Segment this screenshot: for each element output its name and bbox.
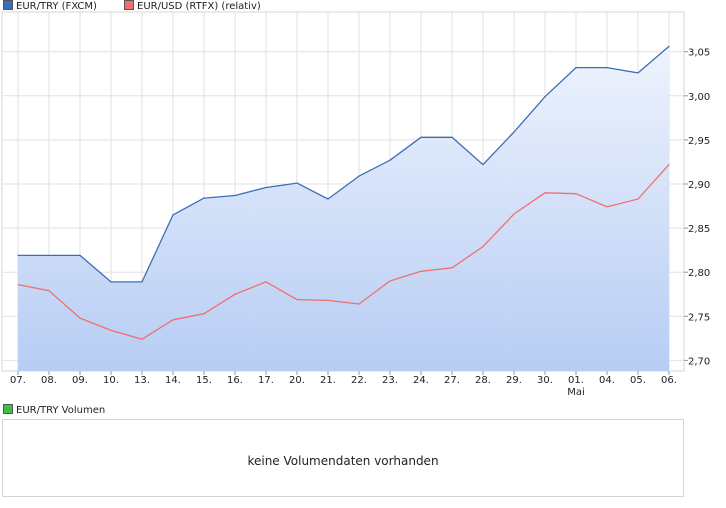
legend-swatch-eur-usd xyxy=(124,0,134,10)
data-point-eur-try xyxy=(17,254,19,257)
x-tick-label: 16. xyxy=(227,375,243,386)
legend-label-eur-usd: EUR/USD (RTFX) (relativ) xyxy=(137,1,261,12)
x-tick-label: 09. xyxy=(72,375,88,386)
x-tick-label: 28. xyxy=(475,375,491,386)
series-lines xyxy=(17,45,670,340)
y-tick-label: 2,90 xyxy=(688,180,710,191)
volume-legend-label: EUR/TRY Volumen xyxy=(16,405,106,416)
x-tick-label: 22. xyxy=(351,375,367,386)
x-tick-label: 20. xyxy=(289,375,305,386)
data-point-eur-try xyxy=(358,175,360,177)
x-tick-label: 05. xyxy=(630,375,646,386)
x-tick-label: 21. xyxy=(320,375,336,386)
data-point-eur-usd xyxy=(668,163,670,166)
data-point-eur-usd xyxy=(203,313,205,315)
area-fill xyxy=(18,46,669,372)
y-tick-label: 2,95 xyxy=(688,136,710,147)
data-point-eur-usd xyxy=(48,290,50,292)
legend-swatch-volume xyxy=(3,404,13,414)
x-tick-label: 17. xyxy=(258,375,274,386)
data-point-eur-try xyxy=(203,197,205,199)
data-point-eur-try xyxy=(637,72,639,74)
data-point-eur-usd xyxy=(389,280,391,282)
data-point-eur-try xyxy=(389,159,391,161)
x-month-label: Mai xyxy=(567,387,585,398)
data-point-eur-usd xyxy=(606,206,608,208)
data-point-eur-try xyxy=(296,182,298,184)
data-point-eur-try xyxy=(327,198,329,200)
data-point-eur-usd xyxy=(141,338,143,340)
data-point-eur-usd xyxy=(17,283,19,286)
data-point-eur-try xyxy=(668,45,670,48)
y-tick-label: 2,85 xyxy=(688,224,710,235)
y-tick-label: 2,75 xyxy=(688,312,710,323)
x-tick-label: 30. xyxy=(537,375,553,386)
x-tick-label: 23. xyxy=(382,375,398,386)
x-tick-label: 13. xyxy=(134,375,150,386)
x-tick-label: 07. xyxy=(10,375,26,386)
y-tick-label: 2,70 xyxy=(688,356,710,367)
data-point-eur-usd xyxy=(172,319,174,321)
legend-item-eur-usd: EUR/USD (RTFX) (relativ) xyxy=(124,0,261,13)
data-point-eur-usd xyxy=(327,299,329,302)
data-point-eur-try xyxy=(141,281,143,283)
price-chart: 2,702,752,802,852,902,953,003,05 07. 08. 0… xyxy=(1,11,710,398)
data-point-eur-try xyxy=(575,66,577,69)
series-area-eur-try xyxy=(18,46,669,372)
x-tick-label: 29. xyxy=(506,375,522,386)
data-point-eur-try xyxy=(451,136,453,138)
x-tick-label: 06. xyxy=(661,375,677,386)
data-point-eur-try xyxy=(606,66,608,69)
y-tick-label: 3,00 xyxy=(688,92,710,103)
x-tick-label: 01. xyxy=(568,375,584,386)
legend-swatch-eur-try xyxy=(3,0,13,10)
data-point-eur-usd xyxy=(110,329,112,332)
data-point-eur-try xyxy=(234,194,236,197)
data-point-eur-usd xyxy=(265,281,267,283)
data-point-eur-usd xyxy=(79,317,81,319)
y-tick-label: 2,80 xyxy=(688,268,710,279)
y-axis-ticks: 2,70 2,75 2,80 2,85 2,90 2,95 3,00 3,05 xyxy=(684,48,710,367)
y-tick-label: 3,05 xyxy=(688,48,710,59)
series-line-eur-usd xyxy=(17,164,670,340)
volume-legend: EUR/TRY Volumen xyxy=(0,404,105,417)
series-line-eur-try xyxy=(18,45,670,283)
data-point-eur-usd xyxy=(234,293,236,295)
data-point-eur-usd xyxy=(482,246,484,248)
data-point-eur-try xyxy=(544,96,546,98)
legend-label-eur-try: EUR/TRY (FXCM) xyxy=(16,1,97,12)
x-tick-label: 08. xyxy=(41,375,57,386)
data-point-eur-try xyxy=(172,214,174,216)
x-tick-label: 04. xyxy=(599,375,615,386)
data-point-eur-usd xyxy=(637,198,639,200)
data-point-eur-try xyxy=(420,136,422,138)
data-point-eur-try xyxy=(265,186,267,189)
no-volume-message: keine Volumendaten vorhanden xyxy=(247,454,439,468)
data-point-eur-try xyxy=(513,131,515,133)
x-axis-ticks: 07. 08. 09. 10. 13. 14. 15. 16. 17. 20. 21. 22. 23. 2… xyxy=(10,371,677,398)
volume-panel: keine Volumendaten vorhanden xyxy=(2,419,684,497)
data-point-eur-usd xyxy=(544,192,546,194)
data-point-eur-usd xyxy=(420,270,422,272)
x-tick-label: 27. xyxy=(444,375,460,386)
data-point-eur-usd xyxy=(451,267,453,269)
legend-item-eur-try: EUR/TRY (FXCM) xyxy=(3,0,97,13)
x-tick-label: 24. xyxy=(413,375,429,386)
x-tick-label: 10. xyxy=(103,375,119,386)
data-point-eur-try xyxy=(79,254,81,257)
data-point-eur-usd xyxy=(358,303,360,305)
data-point-eur-usd xyxy=(513,213,515,215)
data-point-eur-try xyxy=(482,163,484,166)
x-tick-label: 15. xyxy=(196,375,212,386)
data-point-eur-try xyxy=(48,254,50,257)
data-point-eur-try xyxy=(110,281,112,283)
x-tick-label: 14. xyxy=(165,375,181,386)
data-point-eur-usd xyxy=(575,193,577,195)
data-point-eur-usd xyxy=(296,298,298,301)
